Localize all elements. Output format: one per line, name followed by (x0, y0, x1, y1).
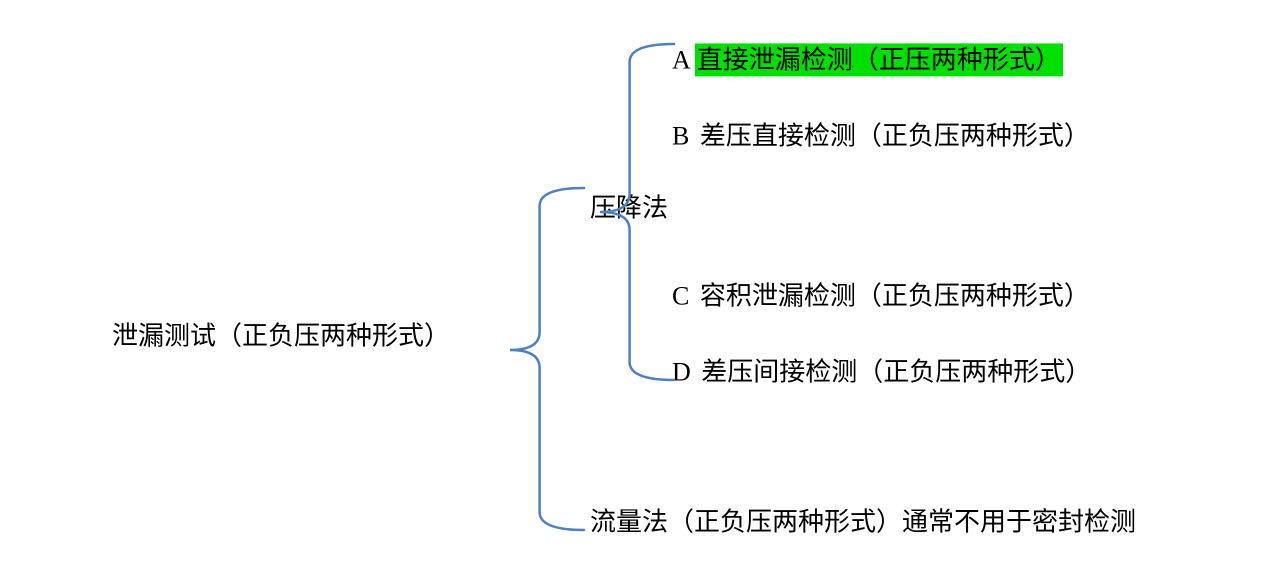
level2-node-a: A直接泄漏检测（正压两种形式） (672, 44, 1063, 75)
level2-label: 差压间接检测（正负压两种形式） (695, 357, 1092, 386)
root-label: 泄漏测试（正负压两种形式） (112, 321, 450, 350)
level2-node-c: C 容积泄漏检测（正负压两种形式） (672, 280, 1090, 311)
level2-label: 容积泄漏检测（正负压两种形式） (693, 281, 1090, 310)
level1-label: 压降法 (590, 193, 668, 222)
level1-node-flow-method: 流量法（正负压两种形式）通常不用于密封检测 (590, 506, 1136, 537)
level2-node-b: B 差压直接检测（正负压两种形式） (672, 120, 1090, 151)
brace-level1 (500, 178, 594, 540)
level2-node-d: D 差压间接检测（正负压两种形式） (672, 356, 1091, 387)
level2-label: 差压直接检测（正负压两种形式） (693, 121, 1090, 150)
level2-prefix: A (672, 45, 695, 74)
level2-prefix: D (672, 357, 695, 386)
level2-label: 直接泄漏检测（正压两种形式） (695, 43, 1063, 76)
level2-prefix: B (672, 121, 693, 150)
root-node: 泄漏测试（正负压两种形式） (112, 320, 450, 351)
level1-node-pressure-drop: 压降法 (590, 192, 668, 223)
level1-label: 流量法（正负压两种形式）通常不用于密封检测 (590, 507, 1136, 536)
level2-prefix: C (672, 281, 693, 310)
